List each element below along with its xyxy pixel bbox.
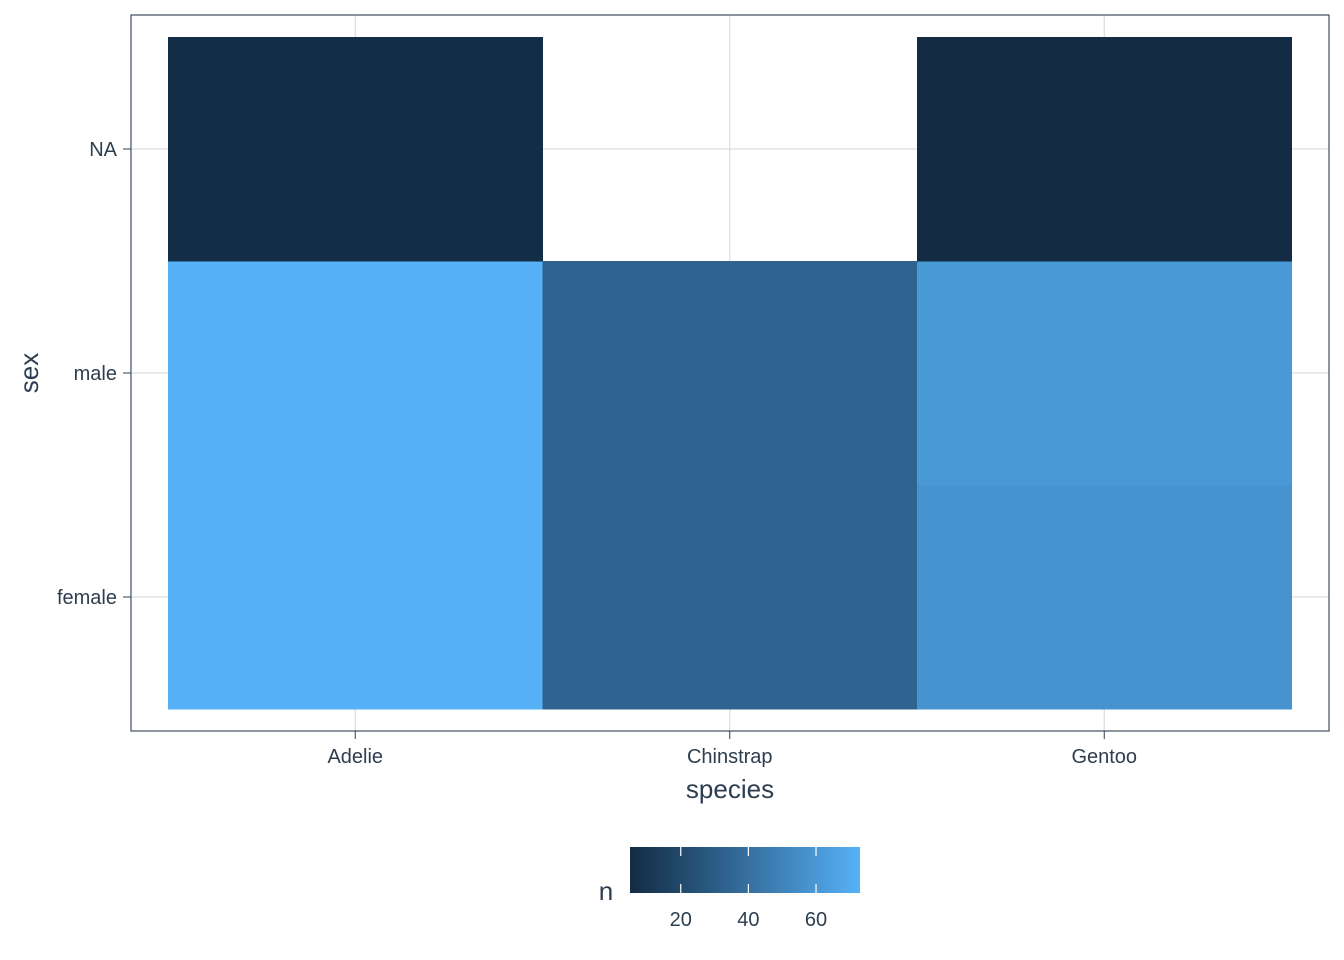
x-tick-label: Chinstrap xyxy=(687,746,773,768)
heatmap-cell xyxy=(168,485,543,710)
legend-tick-label: 60 xyxy=(805,909,827,931)
legend-colorbar xyxy=(630,847,860,893)
heatmap-cell xyxy=(168,37,543,262)
legend-tick-label: 40 xyxy=(737,909,759,931)
heatmap-cell xyxy=(917,485,1292,710)
heatmap-cell xyxy=(542,261,918,486)
y-tick-label: NA xyxy=(89,139,117,161)
x-tick-label: Gentoo xyxy=(1071,746,1137,768)
heatmap-cell xyxy=(542,485,918,710)
x-axis-title: species xyxy=(686,774,774,804)
x-tick-label: Adelie xyxy=(327,746,383,768)
heatmap-cell xyxy=(917,37,1292,262)
heatmap-cell xyxy=(917,261,1292,486)
heatmap-cells xyxy=(168,37,1292,710)
color-legend: n 20 40 60 xyxy=(599,847,860,931)
legend-title: n xyxy=(599,876,613,906)
y-tick-label: male xyxy=(74,363,117,385)
y-axis: female male NA xyxy=(57,139,131,609)
y-tick-label: female xyxy=(57,587,117,609)
y-axis-title: sex xyxy=(14,353,44,393)
heatmap-cell xyxy=(168,261,543,486)
x-axis: Adelie Chinstrap Gentoo xyxy=(327,731,1137,768)
legend-tick-label: 20 xyxy=(670,909,692,931)
